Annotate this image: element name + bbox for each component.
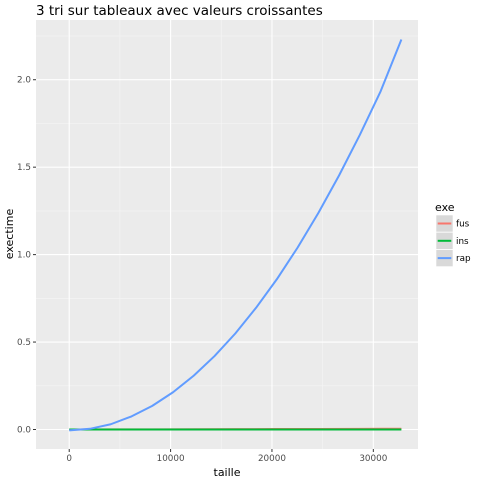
y-tick-label: 0.5 [17, 338, 31, 348]
plot-panel [36, 20, 418, 449]
series-line-rap [69, 39, 403, 432]
y-tick-label: 0.0 [17, 426, 31, 436]
y-tick-label: 1.0 [17, 251, 31, 261]
grid-minor [36, 20, 418, 449]
x-tick-label: 30000 [359, 454, 387, 464]
legend-title: exe [435, 201, 455, 214]
series-layer [69, 39, 403, 432]
x-tick-label: 20000 [258, 454, 286, 464]
legend-label-fus: fus [456, 220, 470, 230]
x-tick-label: 0 [66, 454, 72, 464]
y-axis-title: exectime [3, 209, 16, 260]
legend: exe fus ins rap [435, 201, 471, 267]
y-tick-label: 1.5 [17, 163, 31, 173]
y-axis: 0.0 0.5 1.0 1.5 2.0 [17, 76, 36, 436]
y-tick-label: 2.0 [17, 76, 31, 86]
chart-title: 3 tri sur tableaux avec valeurs croissan… [36, 3, 323, 19]
legend-label-ins: ins [456, 237, 469, 247]
x-axis-title: taille [214, 466, 241, 479]
x-tick-label: 10000 [157, 454, 185, 464]
x-axis: 0 10000 20000 30000 [66, 449, 388, 464]
legend-label-rap: rap [456, 254, 471, 264]
